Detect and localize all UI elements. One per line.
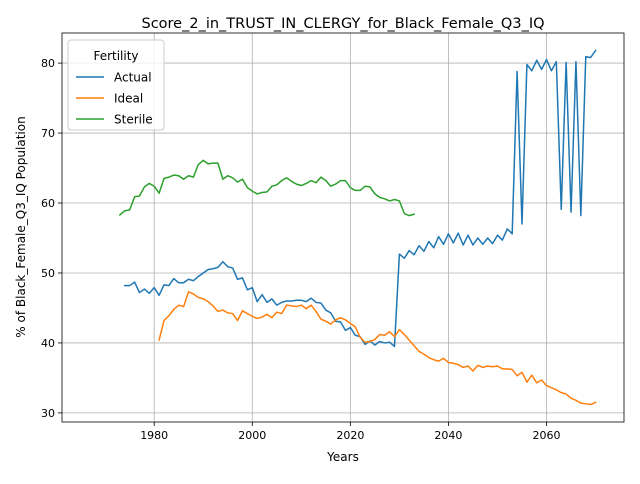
y-axis-label: % of Black_Female_Q3_IQ Population: [14, 116, 28, 337]
y-axis-ticks: 30 40 50 60 70 80: [41, 57, 62, 420]
axes-frame: [61, 32, 625, 423]
chart-title: Score_2_in_TRUST_IN_CLERGY_for_Black_Fem…: [141, 16, 544, 32]
x-tick-label: 2060: [533, 429, 561, 442]
y-tick-label: 80: [41, 57, 55, 70]
legend-box: [67, 39, 165, 131]
x-tick-label: 2040: [434, 429, 462, 442]
y-tick-label: 70: [41, 127, 55, 140]
y-tick-label: 50: [41, 267, 55, 280]
grid-lines: [62, 33, 624, 422]
y-tick-label: 30: [41, 407, 55, 420]
legend-title: Fertility: [93, 49, 138, 63]
legend: Fertility Actual Ideal Sterile: [67, 39, 165, 131]
series-lines: [118, 49, 597, 406]
legend-label-ideal: Ideal: [114, 92, 143, 106]
legend-label-sterile: Sterile: [114, 113, 153, 127]
x-axis-label: Years: [326, 450, 359, 464]
y-tick-label: 40: [41, 337, 55, 350]
series-line-sterile: [118, 159, 416, 217]
x-tick-label: 2000: [238, 429, 266, 442]
x-tick-label: 2020: [336, 429, 364, 442]
x-axis-ticks: 1980 2000 2020 2040 2060: [140, 422, 561, 442]
legend-label-actual: Actual: [114, 71, 152, 85]
series-line-ideal: [158, 291, 597, 406]
y-tick-label: 60: [41, 197, 55, 210]
x-tick-label: 1980: [140, 429, 168, 442]
